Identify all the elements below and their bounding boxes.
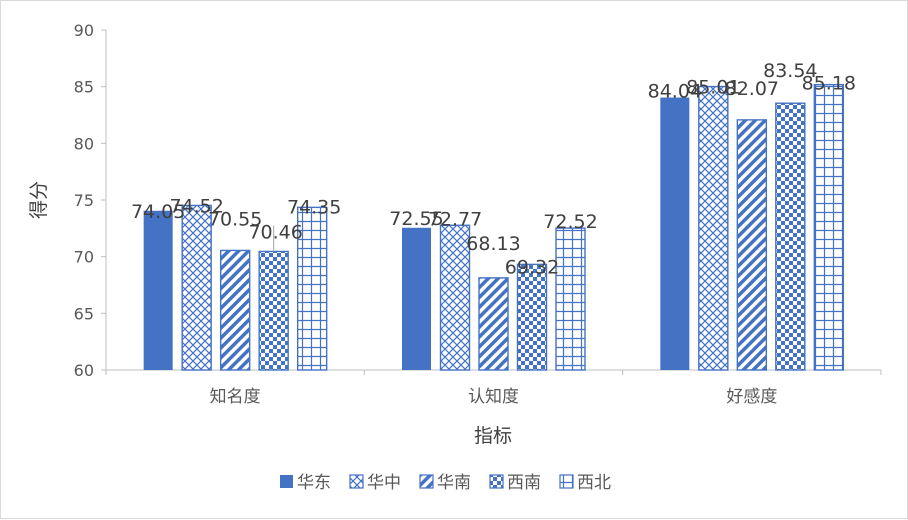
legend-swatch-华中 (349, 474, 364, 489)
bar-华南-好感度 (736, 119, 768, 371)
y-tick-label: 75 (74, 191, 94, 210)
legend-label-华南: 华南 (437, 473, 471, 493)
data-label: 72.77 (428, 208, 482, 230)
data-label: 72.55 (389, 208, 443, 230)
x-axis-title: 指标 (474, 425, 512, 447)
legend-swatch-华东 (280, 475, 293, 488)
bar-华东-好感度 (660, 97, 690, 371)
legend-swatch-西南 (489, 474, 504, 489)
y-tick-label: 80 (74, 134, 94, 153)
legend-label-西南: 西南 (507, 473, 541, 493)
y-tick-label: 70 (74, 248, 94, 267)
legend-swatch-西北 (559, 474, 574, 489)
data-label: 74.52 (169, 195, 223, 217)
bar-西北-好感度 (813, 83, 845, 371)
bars (143, 83, 845, 371)
data-label: 70.46 (248, 221, 302, 243)
bar-华中-认知度 (439, 224, 471, 371)
data-label: 82.07 (725, 78, 779, 100)
bar-华南-知名度 (219, 249, 251, 371)
bar-西南-认知度 (516, 263, 548, 371)
legend-label-华中: 华中 (367, 473, 401, 493)
data-label: 69.32 (505, 256, 559, 278)
x-tick-label: 知名度 (210, 387, 261, 407)
legend: 华东 华中 华南 西南 西北 (280, 473, 611, 493)
legend-swatch-华南 (419, 474, 434, 489)
x-axis: 知名度 认知度 好感度 (105, 369, 882, 407)
y-tick-label: 65 (74, 304, 94, 323)
data-label: 85.01 (686, 77, 740, 99)
bar-西南-好感度 (775, 102, 806, 371)
x-tick-label: 好感度 (726, 387, 777, 407)
data-label: 85.18 (802, 73, 856, 95)
data-label: 74.05 (131, 201, 185, 223)
bar-西南-知名度 (258, 250, 289, 371)
bar-华东-认知度 (402, 227, 431, 370)
data-label: 70.55 (208, 208, 262, 230)
y-tick-label: 90 (74, 21, 94, 40)
bar-华东-知名度 (143, 210, 173, 370)
bar-华中-好感度 (698, 85, 729, 371)
data-label: 74.35 (287, 196, 341, 218)
bar-西北-知名度 (296, 206, 328, 371)
y-axis: 60 65 70 75 80 85 90 (74, 21, 107, 380)
data-label: 83.54 (763, 60, 817, 82)
legend-label-华东: 华东 (297, 473, 331, 493)
bar-西北-认知度 (555, 227, 586, 371)
y-tick-label: 85 (74, 78, 94, 97)
y-axis-title: 得分 (28, 181, 50, 219)
legend-label-西北: 西北 (577, 473, 611, 493)
y-tick-label: 60 (74, 361, 94, 380)
x-tick-label: 认知度 (468, 387, 519, 407)
data-label: 72.52 (543, 211, 597, 233)
bar-华南-认知度 (478, 277, 509, 371)
data-label: 68.13 (466, 233, 520, 255)
data-label: 84.04 (648, 81, 702, 103)
bar-华中-知名度 (181, 204, 212, 371)
